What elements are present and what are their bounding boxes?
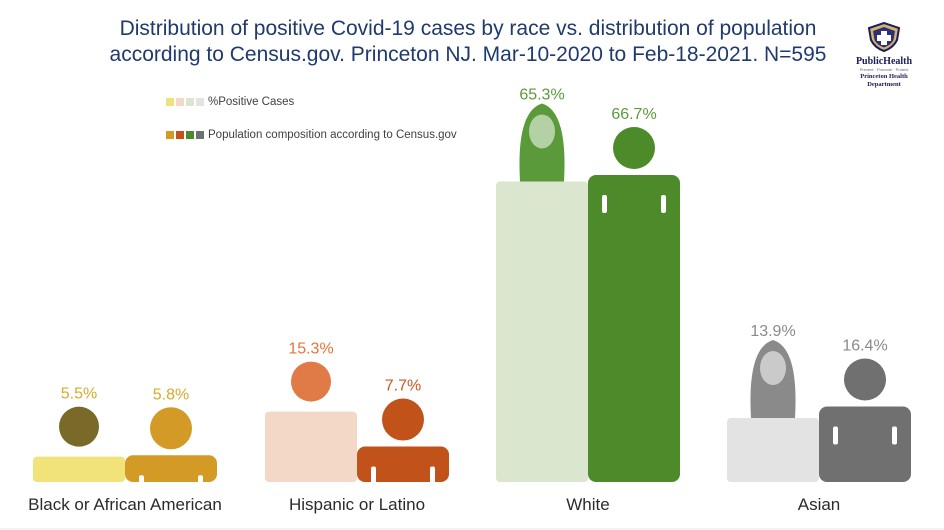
bar-population-arm-right-hispanic-or-latino <box>430 466 435 485</box>
person-figure-positive-white <box>519 103 565 182</box>
title-line-2: according to Census.gov. Princeton NJ. M… <box>109 43 827 66</box>
bar-population-arm-right-asian <box>892 426 897 445</box>
value-label-population-asian: 16.4% <box>842 338 887 355</box>
value-label-positive-black-or-african-american: 5.5% <box>61 386 97 403</box>
legend-label-population: Population composition according to Cens… <box>208 129 457 141</box>
logo-text-tagline: Prevent · Promote · Protect <box>859 67 909 72</box>
bar-population-arm-right-black-or-african-american <box>198 475 203 494</box>
head-population-white <box>613 127 655 169</box>
logo-text-name: PublicHealth <box>855 56 913 67</box>
title-line-1: Distribution of positive Covid-19 cases … <box>119 17 817 40</box>
bar-population-hispanic-or-latino <box>357 446 449 482</box>
bar-positive-white <box>496 181 588 482</box>
logo-text-department: Princeton Health Department <box>860 73 908 88</box>
head-population-black-or-african-american <box>150 407 192 450</box>
bar-positive-asian <box>727 418 819 482</box>
legend-swatch-population-4 <box>196 131 204 139</box>
head-population-asian <box>844 358 886 401</box>
bar-positive-hispanic-or-latino <box>265 411 357 482</box>
legend-positive: %Positive Cases <box>166 96 294 108</box>
bar-population-arm-right-white <box>661 195 666 213</box>
category-label-hispanic-or-latino: Hispanic or Latino <box>289 495 425 514</box>
bar-population-arm-left-white <box>602 195 607 213</box>
bar-positive-black-or-african-american <box>33 456 125 482</box>
bar-population-arm-left-hispanic-or-latino <box>371 466 376 485</box>
legend-population: Population composition according to Cens… <box>166 129 457 141</box>
value-label-positive-hispanic-or-latino: 15.3% <box>288 341 333 358</box>
legend-label-positive: %Positive Cases <box>208 96 295 108</box>
value-label-population-white: 66.7% <box>611 106 656 123</box>
person-figure-positive-asian <box>750 340 796 419</box>
category-label-black-or-african-american: Black or African American <box>28 495 222 514</box>
bar-population-arm-left-black-or-african-american <box>139 475 144 494</box>
legend-swatch-population-2 <box>176 131 184 139</box>
shield-cross-icon <box>867 21 901 53</box>
category-label-white: White <box>566 495 609 514</box>
value-label-positive-asian: 13.9% <box>750 323 795 340</box>
head-positive-hispanic-or-latino <box>291 361 331 402</box>
legend-swatch-positive-3 <box>186 98 194 106</box>
bar-population-asian <box>819 406 911 482</box>
bar-population-black-or-african-american <box>125 455 217 482</box>
head-population-hispanic-or-latino <box>382 398 424 441</box>
legend-swatch-positive-2 <box>176 98 184 106</box>
legend-swatch-population-1 <box>166 131 174 139</box>
face-shape-positive-white <box>529 114 555 149</box>
legend-swatch-population-3 <box>186 131 194 139</box>
bar-population-arm-left-asian <box>833 426 838 445</box>
bar-population-white <box>588 175 680 482</box>
value-label-population-hispanic-or-latino: 7.7% <box>385 378 421 395</box>
value-label-positive-white: 65.3% <box>519 86 564 103</box>
legend-swatch-positive-4 <box>196 98 204 106</box>
head-positive-black-or-african-american <box>59 406 99 447</box>
face-shape-positive-asian <box>760 351 786 386</box>
footer-bar <box>0 528 944 530</box>
value-label-population-black-or-african-american: 5.8% <box>153 386 189 403</box>
category-label-asian: Asian <box>798 495 841 514</box>
public-health-logo: PublicHealth Prevent · Promote · Protect… <box>848 21 920 89</box>
legend-swatch-positive-1 <box>166 98 174 106</box>
chart-title: Distribution of positive Covid-19 cases … <box>88 16 848 68</box>
